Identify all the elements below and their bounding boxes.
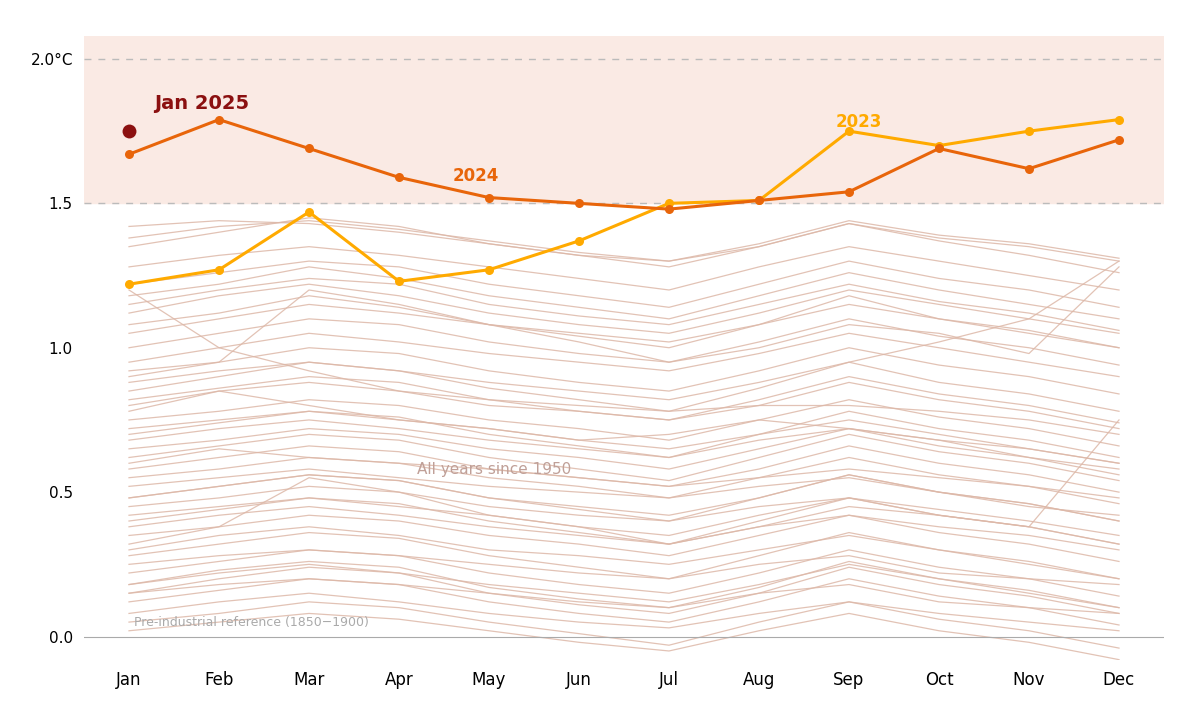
Text: Jan 2025: Jan 2025	[154, 94, 250, 113]
Text: All years since 1950: All years since 1950	[418, 462, 571, 477]
Text: 2023: 2023	[835, 113, 882, 131]
Text: Pre-industrial reference (1850−1900): Pre-industrial reference (1850−1900)	[133, 617, 368, 630]
Text: 2024: 2024	[454, 167, 499, 185]
Bar	[84, 36, 1164, 204]
